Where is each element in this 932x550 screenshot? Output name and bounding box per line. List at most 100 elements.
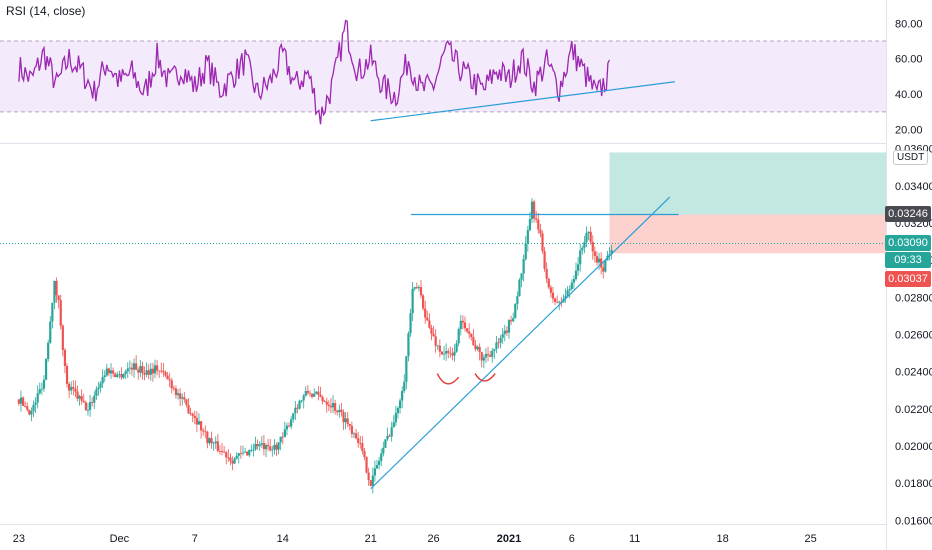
candle-body (53, 280, 56, 303)
price-y-tick-label: 0.02600 (895, 330, 932, 342)
candle-body (218, 450, 222, 452)
candle-body (24, 405, 27, 407)
candle-body (403, 381, 406, 391)
candle-body (88, 402, 92, 410)
candle-body (19, 397, 23, 404)
candle-body (390, 427, 393, 437)
candle-body (21, 397, 25, 406)
candle-body (164, 372, 167, 376)
candle-body (505, 330, 508, 333)
candle-body (107, 368, 111, 374)
candle-body (551, 292, 555, 299)
candle-body (344, 418, 347, 423)
rsi-trendline (370, 81, 675, 122)
price-y-tick-label: 0.02200 (895, 404, 932, 416)
candle-body (455, 343, 458, 352)
candle-body (118, 374, 121, 375)
candle-body (36, 393, 39, 403)
candle-body (480, 352, 483, 361)
candle-body (398, 400, 402, 408)
candle-body (587, 231, 590, 234)
candle-body (275, 444, 278, 450)
candle-body (549, 287, 552, 293)
candle-body (518, 279, 521, 297)
rsi-indicator-label[interactable]: RSI (14, close) (6, 4, 86, 18)
candle-body (417, 287, 421, 289)
candle-body (319, 394, 322, 397)
candle-body (298, 400, 301, 409)
candle-body (558, 301, 561, 303)
candle-body (302, 395, 305, 401)
candle-body (78, 396, 81, 399)
candle-body (61, 325, 64, 350)
candle-body (528, 219, 532, 231)
candle-body (572, 279, 576, 283)
candle-body (514, 303, 517, 319)
candle-body (271, 449, 274, 451)
price-y-tick-label: 0.02400 (895, 367, 932, 379)
candle-body (329, 405, 333, 408)
candle-body (396, 407, 400, 414)
candle-body (239, 453, 242, 454)
candle-body (223, 451, 226, 453)
candle-body (384, 439, 387, 448)
candle-body (484, 354, 488, 358)
candle-body (338, 409, 341, 413)
candle-body (315, 391, 318, 394)
candle-body (139, 366, 142, 373)
candle-body (595, 255, 599, 263)
candle-body (195, 418, 198, 425)
candle-body (63, 349, 67, 366)
candle-body (401, 390, 404, 401)
candle-body (279, 436, 282, 443)
candle-body (166, 375, 169, 380)
candle-body (472, 337, 475, 346)
time-x-tick-label: 26 (427, 533, 439, 545)
candle-body (95, 389, 98, 396)
candle-body (574, 270, 578, 280)
candle-body (415, 287, 418, 289)
candle-body (151, 368, 155, 374)
candle-body (509, 320, 513, 322)
candle-body (126, 368, 129, 372)
candle-body (269, 446, 272, 451)
candle-body (76, 391, 79, 399)
candle-body (449, 352, 452, 354)
candle-body (499, 337, 502, 343)
candle-body (179, 393, 182, 399)
candle-body (174, 388, 178, 396)
candle-body (459, 320, 462, 330)
rsi-panel[interactable] (0, 19, 886, 125)
candle-body (70, 386, 73, 391)
currency-unit-badge[interactable]: USDT (893, 150, 929, 165)
candle-body (428, 320, 431, 328)
candle-body (264, 445, 268, 450)
stop-loss-zone (609, 214, 886, 254)
candle-body (375, 464, 379, 469)
candle-body (17, 399, 20, 404)
candle-body (199, 421, 203, 431)
candle-body (26, 406, 29, 410)
candle-body (336, 410, 339, 413)
candle-body (155, 365, 159, 371)
candle-body (57, 295, 60, 301)
candle-body (407, 333, 410, 357)
right-shoulder-arc (474, 373, 496, 382)
candle-body (306, 390, 310, 393)
candle-body (86, 409, 90, 411)
candle-body (553, 298, 557, 302)
candle-body (422, 295, 425, 309)
price-panel[interactable] (0, 152, 886, 494)
candle-body (202, 430, 205, 432)
candle-body (388, 435, 391, 437)
candle-body (212, 442, 215, 444)
candle-body (59, 300, 62, 326)
candle-body (583, 242, 586, 248)
candle-body (591, 241, 594, 252)
candle-body (120, 374, 123, 378)
candle-body (116, 374, 119, 377)
stop-loss-price-badge: 0.03037 (885, 271, 931, 288)
candle-body (38, 389, 41, 394)
price-y-tick-label: 0.03400 (895, 181, 932, 193)
